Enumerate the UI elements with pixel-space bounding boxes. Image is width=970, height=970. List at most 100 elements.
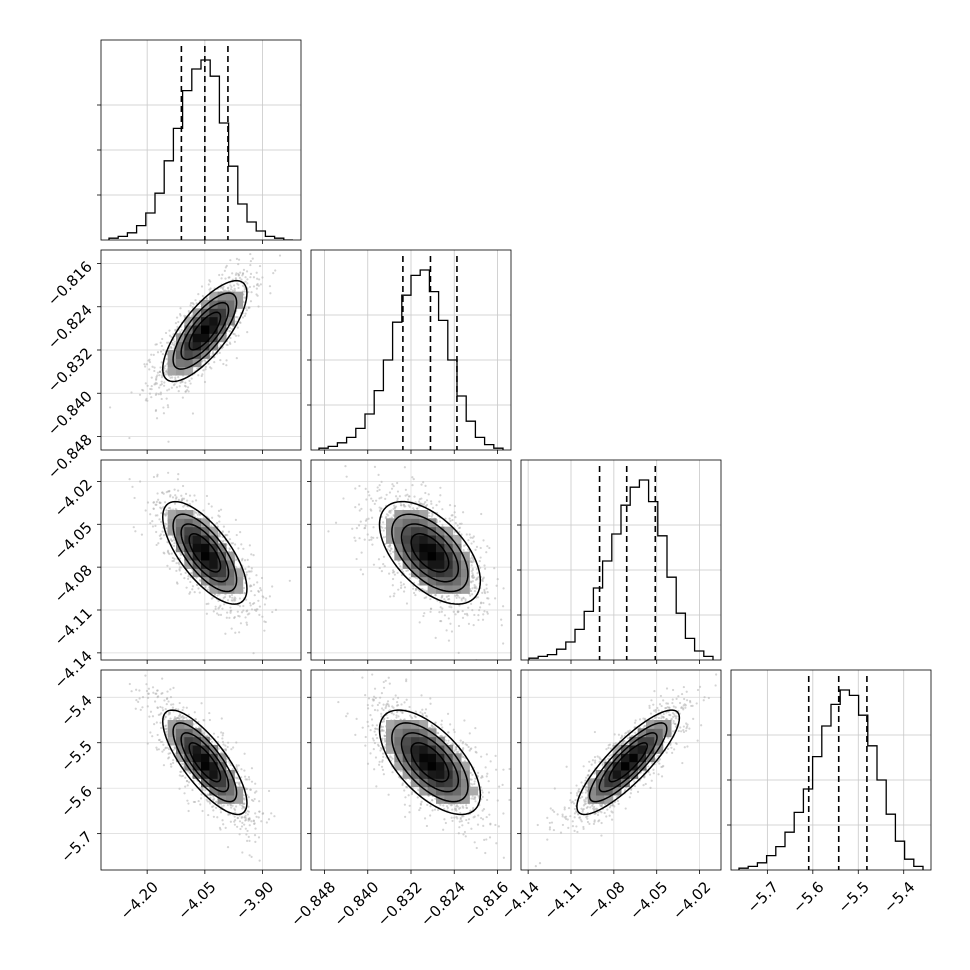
scatter-point xyxy=(469,536,472,539)
density-cell xyxy=(427,518,437,528)
scatter-point xyxy=(165,341,169,344)
scatter-point xyxy=(406,498,410,501)
scatter-point xyxy=(488,603,491,606)
scatter-point xyxy=(404,488,407,491)
scatter-point xyxy=(274,608,278,611)
scatter-point xyxy=(419,502,422,505)
scatter-point xyxy=(152,507,155,510)
scatter-point xyxy=(211,516,214,519)
density-cell xyxy=(226,560,235,569)
scatter-point xyxy=(250,291,253,294)
scatter-point xyxy=(156,374,159,377)
scatter-point xyxy=(434,594,437,597)
scatter-point xyxy=(378,484,381,487)
scatter-point xyxy=(271,610,274,614)
scatter-point xyxy=(169,495,172,498)
scatter-point xyxy=(237,286,240,290)
scatter-point xyxy=(175,581,179,584)
scatter-point xyxy=(486,612,489,615)
density-cell xyxy=(217,308,227,318)
scatter-point xyxy=(264,620,267,624)
scatter-point xyxy=(458,526,462,529)
scatter-point xyxy=(172,759,175,762)
scatter-point xyxy=(165,397,168,400)
scatter-point xyxy=(222,743,225,746)
scatter-point xyxy=(144,674,147,677)
scatter-point xyxy=(236,610,239,613)
scatter-point xyxy=(245,270,249,273)
scatter-point xyxy=(221,740,225,743)
density-cell xyxy=(201,316,210,326)
scatter-point xyxy=(483,588,486,591)
scatter-point xyxy=(400,584,403,587)
scatter-point xyxy=(399,581,403,584)
scatter-point xyxy=(162,384,166,387)
scatter-point xyxy=(191,500,194,503)
scatter-point xyxy=(365,498,368,501)
scatter-point xyxy=(230,748,233,751)
scatter-point xyxy=(462,548,465,552)
scatter-point xyxy=(167,747,171,751)
scatter-point xyxy=(216,612,219,615)
scatter-point xyxy=(380,570,383,573)
scatter-point xyxy=(235,768,239,771)
scatter-point xyxy=(134,707,137,710)
scatter-point xyxy=(153,366,156,369)
scatter-point xyxy=(483,610,486,613)
scatter-point xyxy=(218,593,221,596)
scatter-point xyxy=(454,516,457,519)
scatter-point xyxy=(158,370,161,373)
scatter-point xyxy=(248,585,252,588)
scatter-point xyxy=(460,597,463,600)
scatter-point xyxy=(376,486,379,489)
density-cell xyxy=(209,543,219,553)
scatter-point xyxy=(245,621,248,624)
scatter-point xyxy=(143,363,146,366)
scatter-point xyxy=(413,495,416,498)
scatter-point xyxy=(163,381,166,384)
scatter-point xyxy=(373,502,376,506)
scatter-point xyxy=(257,599,260,602)
scatter-point xyxy=(402,503,405,506)
scatter-point xyxy=(464,600,467,603)
scatter-point xyxy=(205,612,208,615)
scatter-point xyxy=(160,361,163,364)
scatter-point xyxy=(354,539,357,542)
scatter-point xyxy=(155,530,158,534)
scatter-point xyxy=(195,302,198,305)
scatter-point xyxy=(416,507,419,510)
scatter-point xyxy=(457,651,460,654)
scatter-point xyxy=(212,610,215,613)
scatter-point xyxy=(451,518,454,522)
scatter-point xyxy=(230,627,233,630)
density-cell xyxy=(427,568,437,578)
scatter-point xyxy=(448,597,451,601)
scatter-point xyxy=(170,346,173,350)
scatter-point xyxy=(177,320,180,324)
scatter-point xyxy=(206,588,209,591)
scatter-point xyxy=(424,484,427,487)
scatter-point xyxy=(461,609,464,613)
scatter-point xyxy=(471,609,474,612)
scatter-point xyxy=(233,616,236,620)
scatter-point xyxy=(233,599,236,602)
scatter-point xyxy=(245,309,248,312)
scatter-point xyxy=(411,476,414,479)
scatter-point xyxy=(241,316,245,319)
scatter-point xyxy=(233,543,237,546)
scatter-point xyxy=(205,297,208,300)
scatter-point xyxy=(440,596,443,599)
density-cell xyxy=(427,576,437,586)
scatter-point xyxy=(234,518,237,521)
density-cell xyxy=(192,341,202,351)
scatter-point xyxy=(163,367,166,370)
scatter-point xyxy=(399,565,402,568)
density-cell xyxy=(402,526,412,536)
scatter-point xyxy=(234,334,238,337)
scatter-point xyxy=(408,577,411,580)
scatter-point xyxy=(485,551,488,554)
scatter-point xyxy=(133,496,136,500)
scatter-point xyxy=(385,515,388,518)
scatter-point xyxy=(242,547,245,550)
contour-level-2 xyxy=(391,513,469,593)
